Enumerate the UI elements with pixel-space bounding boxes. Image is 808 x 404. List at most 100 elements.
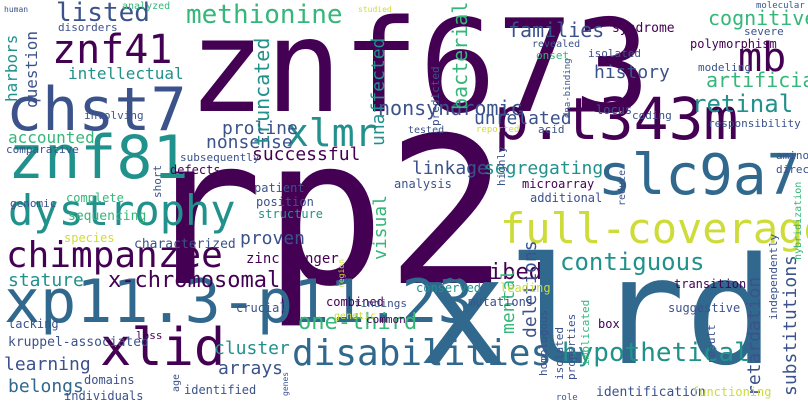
word-segregating: segregating: [484, 158, 604, 179]
word-responsibility: responsibility: [708, 117, 801, 130]
word-revealed: revealed: [532, 39, 581, 50]
word-xlmr: xlmr: [286, 111, 378, 155]
word-patient: patient: [254, 181, 305, 195]
word-isolated-vertical: isolated: [553, 327, 566, 380]
word-coding: coding: [632, 109, 672, 122]
word-znf673: znf673: [188, 0, 651, 142]
word-polymorphism: polymorphism: [690, 37, 777, 51]
word-defects: defects: [170, 163, 221, 177]
word-common: common: [366, 313, 406, 326]
word-p-t343m: p.t343m: [494, 85, 739, 153]
word-cognitive: cognitive: [708, 6, 808, 30]
word-genetic: genetic: [334, 311, 377, 322]
word-functioning: functioning: [692, 385, 772, 399]
word-belongs: belongs: [8, 376, 84, 397]
word-accounted: accounted: [8, 128, 95, 147]
word-sequencing: sequencing: [68, 209, 147, 224]
word-short: short: [151, 164, 164, 198]
word-leading: leading: [500, 281, 551, 295]
word-visual: visual: [370, 194, 391, 260]
word-direct: direct: [776, 163, 808, 176]
word-substitutions: substitutions: [780, 255, 801, 396]
word-proline: proline: [222, 118, 298, 139]
word-subsequently: subsequently: [180, 151, 260, 164]
word-identified: identified: [184, 383, 257, 397]
word-predicted: predicted: [429, 66, 442, 126]
word-independently: independently: [767, 233, 780, 320]
word-proven: proven: [240, 228, 306, 249]
word-hybridization: hybridization: [793, 181, 804, 260]
word-box: box: [598, 317, 620, 331]
word-species: species: [64, 231, 115, 245]
word-genomic: genomic: [10, 197, 57, 210]
word-families: families: [508, 18, 605, 42]
word-involving: involving: [84, 109, 144, 122]
word-additional: additional: [530, 191, 603, 205]
word-severe: severe: [744, 25, 784, 38]
word-locus: locus: [596, 103, 633, 117]
word-methionine: methionine: [186, 0, 343, 30]
word-mutations: mutations: [468, 295, 534, 309]
word-question: question: [22, 30, 41, 108]
word-microarray: microarray: [522, 177, 595, 191]
word-artificial: artificial: [706, 68, 808, 92]
word-learning: learning: [4, 354, 91, 375]
word-highly: highly: [495, 146, 508, 186]
word-successful: successful: [252, 144, 361, 165]
word-implicated: implicated: [579, 299, 592, 366]
word-domains: domains: [84, 373, 135, 387]
word-truncated: truncated: [250, 37, 274, 146]
word-crucial: crucial: [236, 301, 287, 315]
word-position: position: [256, 195, 314, 209]
word-unrelated: unrelated: [474, 108, 572, 129]
word-cluster: cluster: [214, 338, 290, 359]
word-bacterial: bacterial: [448, 1, 472, 110]
word-age: age: [171, 373, 182, 392]
word-molecular: molecular: [756, 1, 805, 11]
word-conserved: conserved: [416, 281, 482, 295]
word-acid: acid: [538, 123, 565, 136]
word-combined: combined: [326, 295, 384, 309]
word-tested: tested: [408, 125, 445, 136]
word-nonsyndromic: nonsyndromic: [378, 96, 523, 120]
word-characterized: characterized: [134, 237, 236, 252]
word-transition: transition: [674, 277, 747, 291]
word-mb: mb: [738, 35, 787, 81]
word-contiguous: contiguous: [560, 248, 705, 276]
word-slc9a7: slc9a7: [598, 143, 801, 208]
word-unaffected: unaffected: [368, 37, 389, 146]
word-genes: genes: [281, 371, 290, 396]
word-one-third: one-third: [298, 310, 418, 335]
word-dna-binding: dna-binding: [563, 58, 573, 118]
word-nonsense: nonsense: [206, 132, 293, 153]
word-xlid: xlid: [100, 318, 226, 378]
word-individuals: individuals: [64, 389, 144, 403]
word-znf41: znf41: [52, 27, 173, 73]
word-listed: listed: [56, 0, 150, 28]
word-loss: loss: [136, 329, 163, 342]
word-lacking: lacking: [8, 317, 59, 331]
word-full-coverage: full-coverage: [500, 204, 808, 253]
word-arrays: arrays: [218, 358, 284, 379]
word-suggestive: suggestive: [668, 301, 741, 315]
word-analysis: analysis: [394, 177, 452, 191]
word-x-chromosomal: x-chromosomal: [108, 268, 281, 293]
word-hypothetical: hypothetical: [562, 338, 750, 368]
word-syndrome: syndrome: [612, 21, 675, 36]
word-disabilities: disabilities: [292, 333, 553, 374]
word-kruppel-associated: kruppel-associated: [8, 335, 149, 350]
word-properties: properties: [565, 313, 578, 380]
word-findings: findings: [354, 297, 407, 310]
word-disorders: disorders: [58, 21, 118, 34]
word-rp2: rp2: [140, 95, 509, 332]
word-onset: onset: [536, 49, 570, 62]
word-znf81: znf81: [8, 123, 189, 193]
word-chst7: chst7: [6, 75, 187, 145]
word-xlrd: xlrd: [418, 226, 775, 398]
word-xp11-3: xp11.3-p11.23: [4, 267, 474, 337]
word-ascribed: ascribed: [436, 260, 542, 285]
word-linkage: linkage: [412, 158, 488, 179]
word-human: human: [4, 5, 29, 14]
word-result: result: [705, 324, 718, 364]
word-studied: studied: [358, 5, 392, 14]
